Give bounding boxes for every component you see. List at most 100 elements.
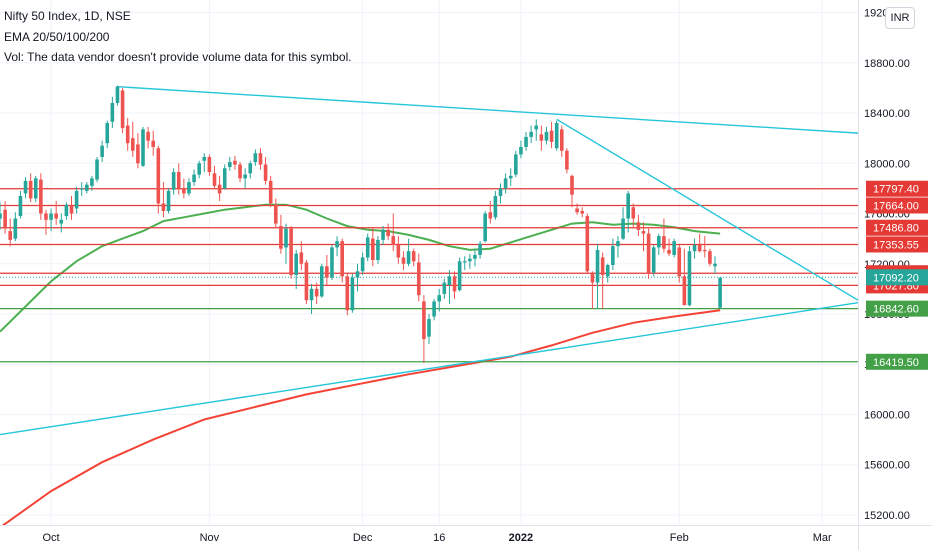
candle[interactable] [233,155,237,170]
candle[interactable] [212,165,217,189]
candle[interactable] [672,238,676,258]
candle[interactable] [427,313,431,345]
candle[interactable] [187,178,191,196]
candle[interactable] [641,222,646,252]
candle[interactable] [263,156,268,185]
candle[interactable] [483,211,487,243]
candle[interactable] [217,175,222,201]
ema-legend[interactable]: EMA 20/50/100/200 [4,30,110,44]
symbol-title[interactable]: Nifty 50 Index, 1D, NSE [4,9,131,23]
resistance-price-label[interactable]: 17486.80 [866,219,928,236]
candle[interactable] [161,182,166,218]
candle[interactable] [396,236,401,264]
candle[interactable] [585,213,590,274]
support-price-label[interactable]: 16842.60 [866,300,928,317]
candle[interactable] [697,233,702,253]
currency-badge[interactable]: INR [885,7,915,29]
candle[interactable] [360,252,365,276]
candle[interactable] [105,120,110,149]
candle[interactable] [258,148,263,170]
candle[interactable] [468,253,472,269]
candle[interactable] [411,248,416,267]
candle[interactable] [299,241,304,271]
candle[interactable] [222,164,227,190]
candle[interactable] [151,130,156,156]
candle[interactable] [54,200,58,225]
candle[interactable] [85,182,89,194]
candle[interactable] [565,148,569,174]
candle[interactable] [330,244,334,281]
candle[interactable] [243,168,247,189]
candle[interactable] [554,120,559,151]
candle[interactable] [519,140,523,159]
trendline[interactable] [556,118,858,301]
candle[interactable] [279,214,283,254]
ema-fast-line[interactable] [0,203,721,333]
candle[interactable] [621,207,625,240]
candle[interactable] [544,126,549,145]
candle[interactable] [575,203,579,215]
candle[interactable] [570,174,574,208]
candle[interactable] [529,125,533,144]
candle[interactable] [488,200,493,224]
candle[interactable] [508,168,513,186]
candle[interactable] [33,175,38,203]
candle[interactable] [631,203,636,229]
candle[interactable] [514,150,518,178]
candle[interactable] [0,202,2,230]
candle[interactable] [687,246,692,307]
candle[interactable] [498,183,503,204]
candle[interactable] [406,238,411,267]
candle[interactable] [503,173,508,194]
candle[interactable] [345,272,350,316]
candle[interactable] [657,233,661,255]
candle[interactable] [120,87,125,134]
candle[interactable] [432,298,436,321]
candle[interactable] [340,238,344,283]
candle[interactable] [386,223,390,240]
candle[interactable] [667,238,671,257]
candle[interactable] [677,244,682,283]
candle[interactable] [69,195,74,220]
candle[interactable] [447,270,452,304]
candle[interactable] [304,259,309,304]
candle[interactable] [141,126,145,168]
candle[interactable] [651,244,656,277]
candle[interactable] [616,236,620,258]
candle[interactable] [682,248,687,306]
trendline[interactable] [117,85,858,134]
candle[interactable] [626,190,630,233]
candle[interactable] [3,200,7,234]
candle[interactable] [708,248,712,267]
candle[interactable] [176,163,181,195]
candle[interactable] [422,295,426,363]
candle[interactable] [391,213,396,252]
candle[interactable] [325,254,329,286]
candle[interactable] [605,263,610,283]
candle[interactable] [636,214,641,237]
candle[interactable] [381,226,385,245]
candle[interactable] [49,208,53,232]
candle[interactable] [18,190,23,219]
candle[interactable] [130,121,135,157]
candle[interactable] [416,253,421,302]
candle[interactable] [23,177,28,199]
candle[interactable] [39,173,43,220]
candle[interactable] [238,162,242,183]
candle[interactable] [182,178,186,199]
candle[interactable] [248,160,253,179]
candle[interactable] [59,213,64,233]
candle[interactable] [253,149,258,166]
candle[interactable] [90,175,94,191]
candle[interactable] [74,187,79,214]
candle[interactable] [79,182,84,196]
candle[interactable] [207,154,212,176]
candle[interactable] [95,156,99,183]
candle[interactable] [437,288,442,312]
candle[interactable] [713,256,717,274]
candle[interactable] [611,238,615,271]
candle[interactable] [273,198,278,228]
candle[interactable] [534,119,539,141]
candle[interactable] [549,121,554,149]
